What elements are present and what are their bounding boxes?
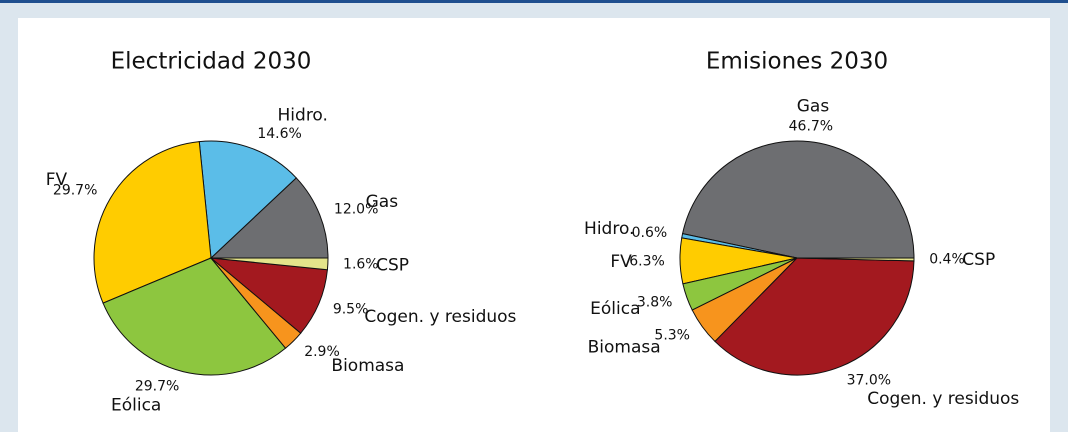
- pie-slice: [93, 141, 212, 304]
- value-label: 2.9%: [304, 344, 340, 360]
- slice-name: Hidro.: [278, 106, 328, 126]
- value-label: 14.6%: [257, 126, 301, 142]
- slice-name: Biomasa: [588, 337, 661, 357]
- slice-name: Eólica: [590, 299, 640, 319]
- slice-name: CSP: [376, 256, 409, 276]
- pie-slice: [209, 177, 329, 259]
- pie-slice: [198, 140, 297, 260]
- value-label: 6.3%: [629, 253, 665, 269]
- value-label: 29.7%: [135, 378, 179, 394]
- slice-name: Cogen. y residuos: [364, 307, 516, 327]
- pie-slice: [210, 257, 329, 271]
- pie-slice: [796, 257, 915, 262]
- pie-slice: [714, 257, 915, 376]
- value-label: 9.5%: [333, 301, 369, 317]
- slice-name: FV: [610, 252, 632, 272]
- slice-name: Cogen. y residuos: [867, 389, 1019, 409]
- slice-name: Gas: [366, 192, 399, 212]
- top-rule: [0, 0, 1068, 3]
- value-label: 29.7%: [53, 182, 97, 198]
- value-label: 46.7%: [789, 119, 833, 135]
- slice-name: CSP: [962, 250, 995, 270]
- slice-name: Eólica: [111, 396, 161, 416]
- value-label: 37.0%: [847, 373, 891, 389]
- value-label: 0.6%: [632, 225, 668, 241]
- slice-name: FV: [46, 170, 68, 190]
- pie-slice: [681, 140, 915, 259]
- value-label: 0.4%: [929, 252, 965, 268]
- slice-name: Hidro.: [584, 219, 634, 239]
- chart-title: Electricidad 2030: [111, 49, 312, 75]
- value-label: 3.8%: [637, 294, 673, 310]
- slice-name: Gas: [797, 97, 830, 117]
- chart-title: Emisiones 2030: [706, 49, 888, 75]
- value-label: 1.6%: [343, 257, 379, 273]
- value-label: 5.3%: [654, 328, 690, 344]
- pie-slice: [102, 257, 287, 376]
- slice-name: Biomasa: [331, 356, 404, 376]
- value-label: 12.0%: [334, 201, 378, 217]
